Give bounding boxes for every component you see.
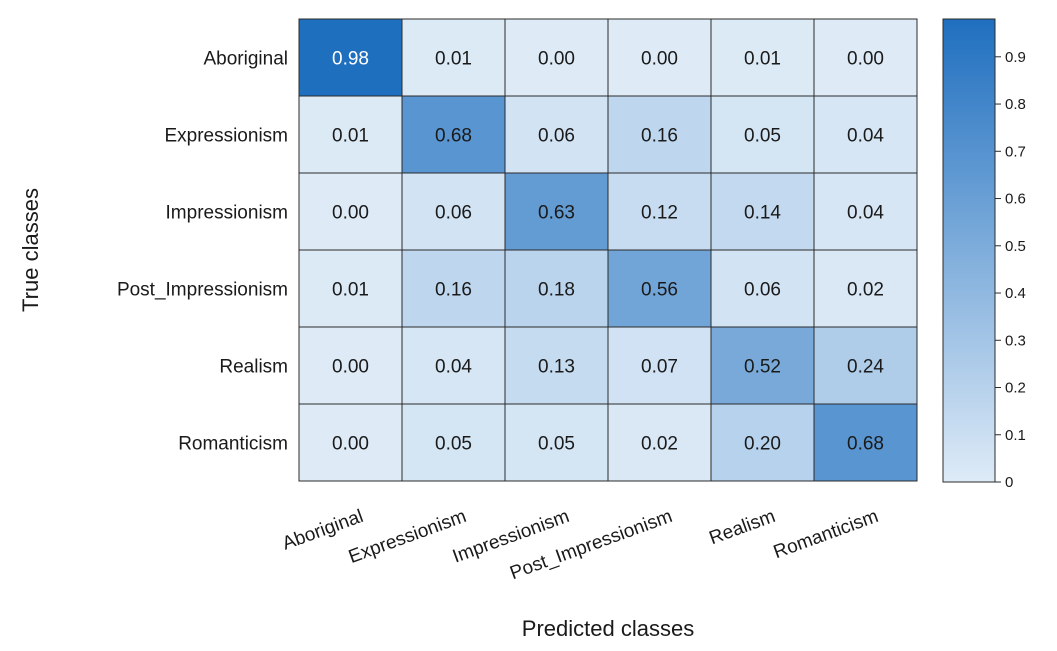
row-label: Realism [219, 357, 288, 378]
heatmap-cell [504, 18, 609, 97]
row-label: Aboriginal [204, 49, 289, 70]
column-label: Expressionism [346, 506, 469, 568]
cell-value-label: 0.68 [847, 434, 884, 455]
cell-value-label: 0.00 [641, 49, 678, 70]
colorbar-tick-label: 0.1 [1005, 427, 1026, 444]
heatmap-cell [607, 172, 712, 251]
column-label: Realism [707, 506, 779, 549]
heatmap-cell [401, 172, 506, 251]
cell-value-label: 0.63 [538, 203, 575, 224]
cell-value-label: 0.04 [847, 203, 884, 224]
cell-value-label: 0.01 [332, 126, 369, 147]
cell-value-label: 0.16 [435, 280, 472, 301]
cell-value-label: 0.05 [744, 126, 781, 147]
cell-value-label: 0.24 [847, 357, 884, 378]
cell-value-label: 0.06 [435, 203, 472, 224]
x-axis-title: Predicted classes [522, 616, 694, 641]
cell-value-label: 0.12 [641, 203, 678, 224]
cell-value-label: 0.01 [435, 49, 472, 70]
cell-value-label: 0.13 [538, 357, 575, 378]
colorbar-tick-label: 0.2 [1005, 380, 1026, 397]
cell-value-label: 0.04 [435, 357, 472, 378]
colorbar-tick-label: 0.7 [1005, 143, 1026, 160]
heatmap-cell [607, 403, 712, 482]
cell-value-label: 0.05 [538, 434, 575, 455]
colorbar-tick-label: 0.6 [1005, 191, 1026, 208]
colorbar-tick-label: 0.4 [1005, 285, 1026, 302]
cell-value-label: 0.02 [641, 434, 678, 455]
heatmap-cell [813, 95, 918, 174]
cell-value-label: 0.52 [744, 357, 781, 378]
column-label: Romanticism [771, 506, 881, 563]
colorbar-tick-label: 0.5 [1005, 238, 1026, 255]
row-label: Impressionism [166, 203, 288, 224]
heatmap-cell [607, 95, 712, 174]
cell-value-label: 0.00 [332, 203, 369, 224]
cell-value-label: 0.07 [641, 357, 678, 378]
row-label: Post_Impressionism [117, 280, 288, 301]
cell-value-label: 0.05 [435, 434, 472, 455]
colorbar-gradient [942, 18, 996, 483]
heatmap-cell [298, 172, 403, 251]
cell-value-label: 0.00 [332, 434, 369, 455]
heatmap-cell [710, 249, 815, 328]
heatmap-cell [813, 403, 918, 482]
cell-value-label: 0.01 [744, 49, 781, 70]
cell-value-label: 0.00 [332, 357, 369, 378]
cell-value-label: 0.02 [847, 280, 884, 301]
colorbar-tick-label: 0.8 [1005, 96, 1026, 113]
heatmap-cell [710, 172, 815, 251]
cell-value-label: 0.56 [641, 280, 678, 301]
row-label: Romanticism [178, 434, 288, 455]
heatmap-cell [710, 326, 815, 405]
colorbar: 0 0.1 0.2 0.3 0.4 0.5 0.6 0.7 0.8 0.9 [942, 18, 1026, 491]
heatmap-cell [710, 18, 815, 97]
colorbar-tick-label: 0.9 [1005, 49, 1026, 66]
cell-value-label: 0.01 [332, 280, 369, 301]
colorbar-tick-label: 0 [1005, 474, 1013, 491]
cell-value-label: 0.00 [538, 49, 575, 70]
heatmap-cell [607, 326, 712, 405]
colorbar-tick-label: 0.3 [1005, 332, 1026, 349]
cell-value-label: 0.06 [744, 280, 781, 301]
heatmap-cell [813, 249, 918, 328]
heatmap-cell [401, 18, 506, 97]
true-class-labels: Aboriginal Expressionism Impressionism Post… [117, 49, 288, 455]
cell-value-label: 0.16 [641, 126, 678, 147]
heatmap-cell [813, 172, 918, 251]
heatmap-cell [504, 172, 609, 251]
y-axis-title: True classes [18, 188, 43, 312]
heatmap-cell [298, 403, 403, 482]
heatmap-cell [401, 95, 506, 174]
heatmap-cells: 0.98 0.01 0.00 0.00 0.01 0.00 0.01 0.68 0.06 0.16… [298, 18, 918, 482]
heatmap-cell [504, 249, 609, 328]
cell-value-label: 0.14 [744, 203, 781, 224]
row-label: Expressionism [164, 126, 288, 147]
heatmap-cell [401, 249, 506, 328]
cell-value-label: 0.04 [847, 126, 884, 147]
cell-value-label: 0.06 [538, 126, 575, 147]
cell-value-label: 0.00 [847, 49, 884, 70]
predicted-class-labels: AboriginalExpressionismImpressionismPost… [280, 506, 882, 584]
heatmap-cell [813, 18, 918, 97]
heatmap-cell [813, 326, 918, 405]
heatmap-cell [504, 326, 609, 405]
heatmap-cell [710, 403, 815, 482]
cell-value-label: 0.20 [744, 434, 781, 455]
heatmap-cell [298, 249, 403, 328]
cell-value-label: 0.68 [435, 126, 472, 147]
heatmap-cell [607, 249, 712, 328]
cell-value-label: 0.98 [332, 49, 369, 70]
heatmap-cell [298, 326, 403, 405]
heatmap-cell [607, 18, 712, 97]
cell-value-label: 0.18 [538, 280, 575, 301]
heatmap-cell [298, 18, 403, 97]
